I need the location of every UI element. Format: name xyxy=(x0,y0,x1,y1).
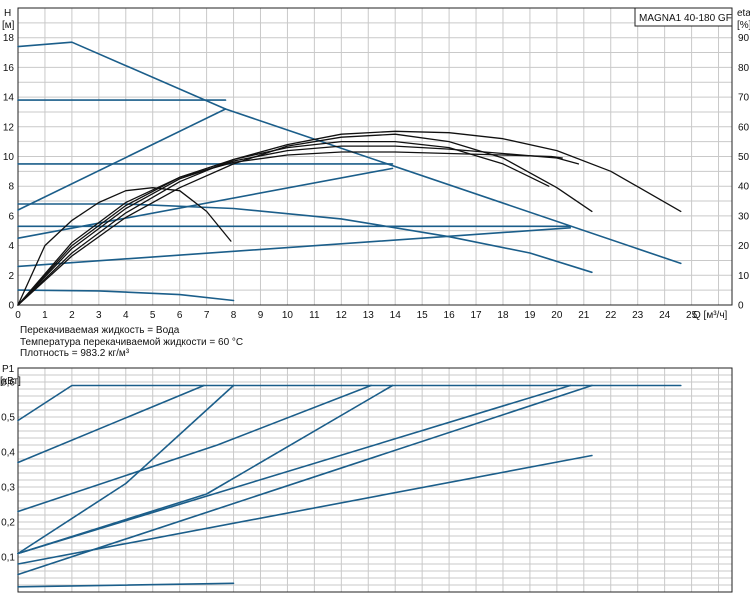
power-curve xyxy=(17,384,205,464)
flow-x-tick-label: 11 xyxy=(309,310,320,321)
flow-x-tick-label: 18 xyxy=(497,310,509,321)
eta-y-tick-label: 70 xyxy=(738,93,750,104)
flow-x-tick-label: 21 xyxy=(578,310,590,321)
head-y-tick-label: 12 xyxy=(3,122,15,133)
power-y-tick-label: 0,6 xyxy=(1,378,15,389)
pump-curve xyxy=(17,227,572,268)
flow-x-tick-label: 16 xyxy=(444,310,456,321)
temperature-line: Температура перекачиваемой жидкости = 60… xyxy=(20,336,244,348)
power-curve xyxy=(17,384,682,422)
power-chart-ticks: 0,1 0,2 0,3 0,4 0,5 0,6 xyxy=(1,378,15,564)
head-y-tick-label: 18 xyxy=(3,33,15,44)
flow-x-tick-label: 8 xyxy=(231,310,237,321)
flow-x-tick-label: 14 xyxy=(390,310,402,321)
power-curve xyxy=(17,384,593,576)
density-line: Плотность = 983.2 кг/м³ xyxy=(20,348,130,359)
flow-x-tick-label: 24 xyxy=(659,310,671,321)
flow-x-tick-label: 5 xyxy=(150,310,156,321)
power-axis-unit: [кВт] xyxy=(0,376,21,387)
efficiency-curve xyxy=(17,133,593,306)
pump-curve xyxy=(17,41,682,265)
flow-x-tick-label: 3 xyxy=(96,310,102,321)
eta-y-tick-label: 20 xyxy=(738,241,750,252)
eta-y-tick-label: 50 xyxy=(738,152,750,163)
power-curve xyxy=(17,582,235,588)
head-axis-label: H xyxy=(4,8,11,19)
pump-curve xyxy=(17,289,235,302)
power-chart-grid xyxy=(17,367,733,593)
eta-y-tick-label: 90 xyxy=(738,33,750,44)
flow-x-tick-label: 7 xyxy=(204,310,210,321)
flow-x-tick-label: 22 xyxy=(605,310,617,321)
flow-x-tick-label: 20 xyxy=(551,310,563,321)
power-curve xyxy=(17,384,572,555)
power-curve xyxy=(17,384,372,513)
flow-x-tick-label: 0 xyxy=(15,310,21,321)
head-axis-unit: [м] xyxy=(2,20,15,31)
eta-y-tick-label: 0 xyxy=(738,301,744,312)
pump-curve xyxy=(17,203,593,274)
eta-y-tick-label: 30 xyxy=(738,211,750,222)
flow-x-tick-label: 23 xyxy=(632,310,644,321)
head-y-tick-label: 4 xyxy=(8,241,14,252)
flow-x-tick-label: 2 xyxy=(69,310,75,321)
power-y-tick-label: 0,4 xyxy=(1,448,15,459)
head-y-tick-label: 10 xyxy=(3,152,15,163)
flow-x-tick-label: 17 xyxy=(470,310,482,321)
power-y-tick-label: 0,2 xyxy=(1,518,15,529)
power-curve xyxy=(17,384,235,555)
efficiency-curve xyxy=(17,151,563,306)
model-label-box xyxy=(634,7,733,27)
eta-y-tick-label: 40 xyxy=(738,182,750,193)
flow-x-tick-label: 1 xyxy=(42,310,48,321)
flow-x-tick-label: 6 xyxy=(177,310,183,321)
flow-axis-label: Q [м³/ч] xyxy=(693,310,728,321)
flow-x-tick-label: 10 xyxy=(282,310,294,321)
eta-y-tick-label: 80 xyxy=(738,63,750,74)
head-y-tick-label: 2 xyxy=(8,271,14,282)
head-chart-series xyxy=(17,41,682,306)
flow-x-tick-label: 25 xyxy=(686,310,698,321)
flow-x-tick-label: 9 xyxy=(258,310,264,321)
head-chart-grid xyxy=(17,7,733,306)
flow-x-tick-label: 15 xyxy=(417,310,429,321)
head-chart-frame xyxy=(17,7,733,306)
liquid-line: Перекачиваемая жидкость = Вода xyxy=(20,325,180,336)
head-y-tick-label: 16 xyxy=(3,63,15,74)
head-y-tick-label: 6 xyxy=(8,211,14,222)
eta-axis-label: eta xyxy=(737,8,750,19)
head-y-tick-label: 14 xyxy=(3,93,15,104)
power-y-tick-label: 0,3 xyxy=(1,483,15,494)
eta-y-tick-label: 60 xyxy=(738,122,750,133)
power-curve xyxy=(17,454,593,565)
power-axis-label: P1 xyxy=(2,364,15,375)
efficiency-curve xyxy=(17,140,550,306)
power-chart-series xyxy=(17,384,682,588)
flow-x-tick-label: 12 xyxy=(336,310,348,321)
head-y-tick-label: 0 xyxy=(8,301,14,312)
efficiency-curve xyxy=(17,187,232,306)
efficiency-curve xyxy=(17,145,580,306)
eta-y-tick-label: 10 xyxy=(738,271,750,282)
power-y-tick-label: 0,1 xyxy=(1,553,15,564)
flow-x-tick-label: 4 xyxy=(123,310,129,321)
power-y-tick-label: 0,5 xyxy=(1,413,15,424)
fluid-info: Перекачиваемая жидкость = Вода Температу… xyxy=(20,325,243,360)
model-label: MAGNA1 40-180 GF xyxy=(639,13,732,24)
flow-x-tick-label: 19 xyxy=(524,310,536,321)
efficiency-curve xyxy=(17,130,682,306)
pump-curve xyxy=(17,108,227,211)
head-y-tick-label: 8 xyxy=(8,182,14,193)
flow-x-tick-label: 13 xyxy=(363,310,375,321)
power-chart-frame xyxy=(17,367,733,593)
eta-axis-unit: [%] xyxy=(737,20,750,31)
